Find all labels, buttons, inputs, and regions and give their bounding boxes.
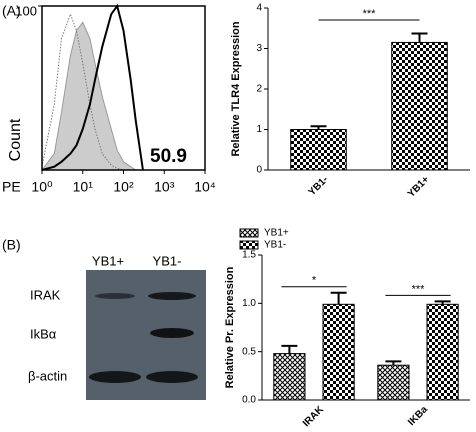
y-tick-label: 2	[256, 84, 262, 95]
y-axis-title: Relative TLR4 Expression	[230, 21, 242, 156]
error-bar	[330, 291, 347, 305]
x-tick-label: 10³	[154, 179, 175, 195]
bar	[273, 353, 306, 401]
legend-label: YB1-	[264, 240, 286, 251]
bar	[377, 364, 410, 401]
band-label: β-actin	[28, 368, 67, 383]
y-tick-label: 4	[256, 3, 262, 14]
x-tick-label: 10¹	[73, 179, 94, 195]
line	[41, 21, 143, 171]
lane-label: YB1+	[92, 253, 124, 268]
bar	[322, 303, 355, 401]
error-bar	[385, 360, 402, 366]
band-label: IkBα	[30, 326, 57, 341]
y-tick-label: 100	[15, 3, 37, 18]
lane-label: YB1-	[153, 253, 182, 268]
error-bar	[281, 344, 298, 354]
x-tick-label: 10⁴	[194, 179, 216, 195]
blot-band	[150, 328, 194, 338]
legend-swatch	[239, 240, 259, 250]
x-tick-label: YB1+	[406, 174, 432, 200]
x-axis-title: PE	[2, 179, 21, 195]
y-axis-title: Relative Pr. Expression	[224, 266, 236, 388]
line	[41, 3, 144, 171]
annotation: *	[312, 275, 317, 287]
blot-band	[95, 293, 135, 299]
legend-swatch	[239, 228, 259, 238]
bar	[391, 41, 448, 171]
annotation: ***	[363, 8, 377, 20]
x-tick-label: 10²	[113, 179, 134, 195]
y-tick-label: 1.0	[242, 298, 256, 309]
error-bar	[310, 125, 327, 130]
y-tick-label: 1.5	[242, 250, 256, 261]
line	[41, 12, 143, 171]
panel-label: (A)	[2, 3, 21, 19]
annotation: 50.9	[150, 146, 187, 167]
x-tick-label: IKBa	[406, 404, 430, 428]
blot-band	[148, 292, 196, 300]
bar	[426, 303, 459, 401]
error-bar	[434, 300, 451, 305]
y-tick-label: 0	[256, 165, 262, 176]
panel-label: (B)	[2, 237, 21, 253]
blot-band	[146, 371, 198, 383]
blot-band	[89, 371, 141, 383]
annotation: ***	[412, 283, 426, 295]
y-tick-label: 0.5	[242, 346, 256, 357]
y-tick-label: 3	[256, 43, 262, 54]
y-tick-label: 0.0	[242, 395, 256, 406]
y-tick-label: 1	[256, 124, 262, 135]
x-tick-label: YB1-	[307, 174, 331, 198]
bar	[290, 129, 347, 171]
legend-label: YB1+	[264, 228, 289, 239]
x-tick-label: IRAK	[301, 404, 327, 430]
y-axis-title: Count	[7, 118, 24, 161]
band-label: IRAK	[30, 287, 61, 302]
error-bar	[411, 32, 428, 43]
x-tick-label: 10⁰	[31, 179, 53, 195]
